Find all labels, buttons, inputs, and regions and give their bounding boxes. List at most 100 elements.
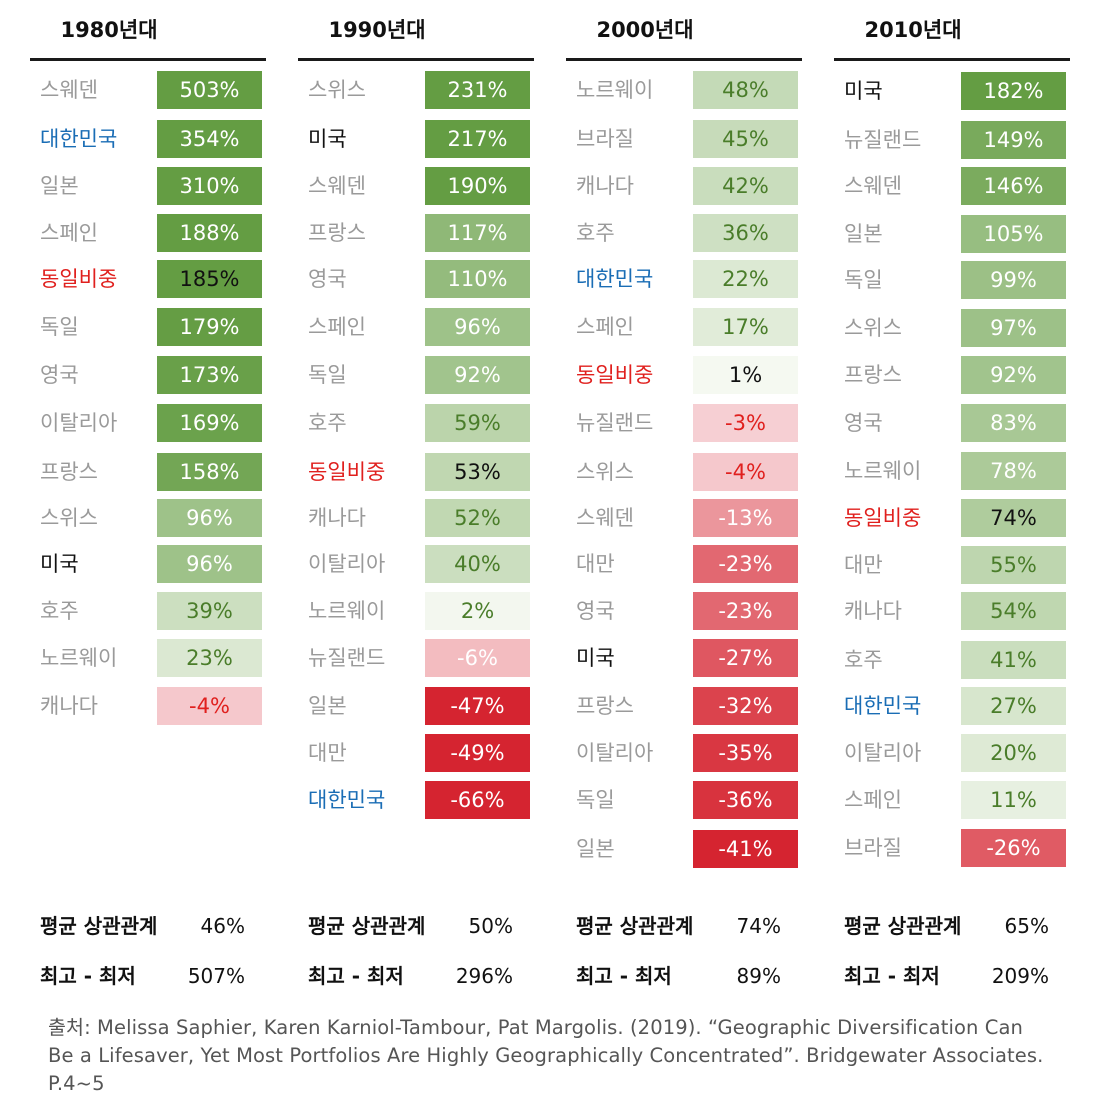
value-cell: -6% — [425, 639, 530, 677]
table-row: 캐나다 52% — [298, 499, 534, 537]
table-row: 대만 -23% — [566, 545, 802, 583]
country-name: 미국 — [576, 646, 615, 670]
value-cell: 96% — [157, 545, 262, 583]
value-cell: 190% — [425, 167, 530, 205]
country-name: 스웨덴 — [40, 78, 98, 102]
country-name: 이탈리아 — [844, 741, 922, 765]
value-cell: 20% — [961, 734, 1066, 772]
column-title: 1980년대 — [60, 18, 158, 42]
table-row: 독일 92% — [298, 356, 534, 394]
high-low-range-row: 최고 - 최저 — [844, 961, 940, 991]
country-name: 이탈리아 — [576, 741, 654, 765]
table-row: 영국 -23% — [566, 592, 802, 630]
value-cell: 39% — [157, 592, 262, 630]
table-row: 뉴질랜드 -3% — [566, 404, 802, 442]
value-cell: 99% — [961, 261, 1066, 299]
table-row: 프랑스 158% — [30, 453, 266, 491]
country-name: 독일 — [308, 363, 347, 387]
table-row: 노르웨이 78% — [834, 452, 1070, 490]
value-cell: 117% — [425, 214, 530, 252]
value-cell: -4% — [157, 687, 262, 725]
high-low-range-row: 최고 - 최저 — [308, 961, 404, 991]
country-name: 대만 — [576, 552, 615, 576]
decade-column: 2010년대 미국 182% 뉴질랜드 149% 스웨덴 146% 일본 105% 독일 99% 스위… — [834, 0, 1070, 900]
table-row: 대한민국 27% — [834, 687, 1070, 725]
value-cell: 1% — [693, 356, 798, 394]
value-cell: 92% — [961, 356, 1066, 394]
value-cell: -4% — [693, 453, 798, 491]
country-name: 독일 — [844, 268, 883, 292]
country-name: 스페인 — [576, 315, 634, 339]
value-cell: 17% — [693, 308, 798, 346]
country-name: 프랑스 — [844, 363, 902, 387]
table-row: 대한민국 354% — [30, 120, 266, 158]
decade-column: 1990년대 스위스 231% 미국 217% 스웨덴 190% 프랑스 117% 영국 110% 스… — [298, 0, 534, 900]
country-name: 캐나다 — [40, 694, 98, 718]
column-title: 2010년대 — [864, 18, 962, 42]
table-row: 브라질 45% — [566, 120, 802, 158]
value-cell: -23% — [693, 545, 798, 583]
country-name: 프랑스 — [308, 221, 366, 245]
value-cell: -27% — [693, 639, 798, 677]
country-name: 프랑스 — [576, 694, 634, 718]
value-cell: 105% — [961, 215, 1066, 253]
table-row: 스페인 11% — [834, 781, 1070, 819]
table-row: 영국 110% — [298, 260, 534, 298]
table-row: 프랑스 117% — [298, 214, 534, 252]
high-low-range-label: 최고 - 최저 — [844, 964, 940, 988]
table-row: 호주 41% — [834, 641, 1070, 679]
country-name: 미국 — [40, 552, 79, 576]
country-name: 뉴질랜드 — [308, 646, 386, 670]
high-low-range-row: 최고 - 최저 — [576, 961, 672, 991]
value-cell: 41% — [961, 641, 1066, 679]
value-cell: 74% — [961, 499, 1066, 537]
average-correlation-label: 평균 상관관계 — [576, 914, 694, 938]
value-cell: -35% — [693, 734, 798, 772]
table-row: 뉴질랜드 149% — [834, 121, 1070, 159]
country-name: 스웨덴 — [308, 174, 366, 198]
table-row: 호주 36% — [566, 214, 802, 252]
value-cell: 182% — [961, 72, 1066, 110]
table-row: 독일 99% — [834, 261, 1070, 299]
table-row: 대한민국 22% — [566, 260, 802, 298]
country-name: 브라질 — [844, 836, 902, 860]
header-rule — [566, 58, 802, 61]
high-low-range-label: 최고 - 최저 — [308, 964, 404, 988]
value-cell: -3% — [693, 404, 798, 442]
table-row: 프랑스 92% — [834, 356, 1070, 394]
value-cell: -41% — [693, 830, 798, 868]
country-name: 대만 — [308, 741, 347, 765]
table-row: 스위스 231% — [298, 71, 534, 109]
value-cell: 48% — [693, 71, 798, 109]
source-note: 출처: Melissa Saphier, Karen Karniol-Tambo… — [48, 1016, 1044, 1095]
value-cell: 55% — [961, 546, 1066, 584]
header-rule — [298, 58, 534, 61]
country-name: 뉴질랜드 — [844, 128, 922, 152]
value-cell: 169% — [157, 404, 262, 442]
country-name: 브라질 — [576, 127, 634, 151]
value-cell: -32% — [693, 687, 798, 725]
country-name: 동일비중 — [844, 506, 922, 530]
country-name: 일본 — [308, 694, 347, 718]
value-cell: 40% — [425, 545, 530, 583]
country-name: 동일비중 — [40, 267, 118, 291]
country-name: 일본 — [40, 174, 79, 198]
table-row: 스위스 -4% — [566, 453, 802, 491]
table-row: 미국 -27% — [566, 639, 802, 677]
high-low-range-row: 최고 - 최저 — [40, 961, 136, 991]
country-name: 프랑스 — [40, 460, 98, 484]
value-cell: 52% — [425, 499, 530, 537]
country-name: 스웨덴 — [844, 174, 902, 198]
table-row: 스페인 96% — [298, 308, 534, 346]
country-name: 스위스 — [308, 78, 366, 102]
country-name: 호주 — [40, 599, 79, 623]
value-cell: 310% — [157, 167, 262, 205]
country-name: 캐나다 — [308, 506, 366, 530]
table-row: 스웨덴 146% — [834, 167, 1070, 205]
table-row: 캐나다 54% — [834, 592, 1070, 630]
country-name: 대한민국 — [844, 694, 922, 718]
country-name: 미국 — [308, 127, 347, 151]
value-cell: 22% — [693, 260, 798, 298]
average-correlation-label: 평균 상관관계 — [844, 914, 962, 938]
country-name: 스페인 — [308, 315, 366, 339]
